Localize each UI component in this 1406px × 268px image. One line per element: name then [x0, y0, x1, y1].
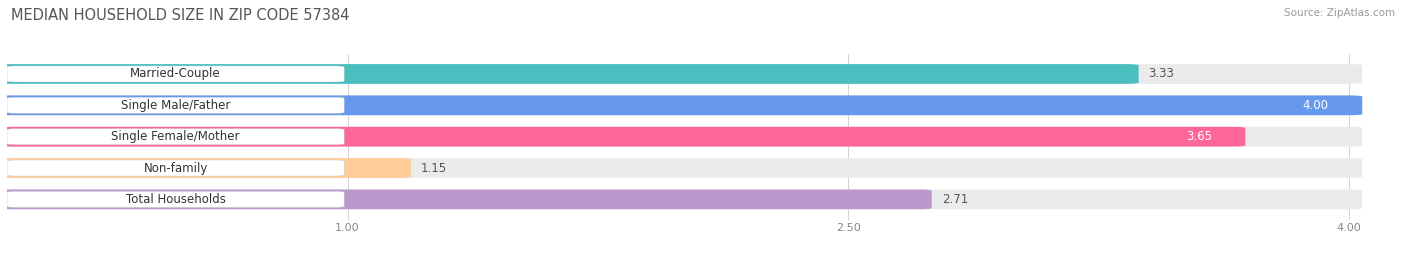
Text: 3.65: 3.65: [1187, 130, 1212, 143]
FancyBboxPatch shape: [0, 158, 1362, 178]
FancyBboxPatch shape: [0, 95, 1362, 115]
FancyBboxPatch shape: [7, 191, 344, 207]
FancyBboxPatch shape: [7, 97, 344, 113]
FancyBboxPatch shape: [7, 66, 344, 82]
FancyBboxPatch shape: [0, 64, 1139, 84]
FancyBboxPatch shape: [0, 158, 411, 178]
Text: Non-family: Non-family: [143, 162, 208, 174]
Text: 4.00: 4.00: [1303, 99, 1329, 112]
FancyBboxPatch shape: [0, 189, 932, 209]
FancyBboxPatch shape: [7, 129, 344, 145]
FancyBboxPatch shape: [7, 160, 344, 176]
Text: Single Male/Father: Single Male/Father: [121, 99, 231, 112]
Text: Married-Couple: Married-Couple: [131, 68, 221, 80]
Text: 2.71: 2.71: [942, 193, 967, 206]
FancyBboxPatch shape: [0, 95, 1362, 115]
FancyBboxPatch shape: [0, 64, 1362, 84]
Text: Single Female/Mother: Single Female/Mother: [111, 130, 240, 143]
FancyBboxPatch shape: [0, 189, 1362, 209]
Text: 3.33: 3.33: [1149, 68, 1174, 80]
FancyBboxPatch shape: [0, 127, 1246, 147]
Text: Source: ZipAtlas.com: Source: ZipAtlas.com: [1284, 8, 1395, 18]
Text: MEDIAN HOUSEHOLD SIZE IN ZIP CODE 57384: MEDIAN HOUSEHOLD SIZE IN ZIP CODE 57384: [11, 8, 350, 23]
Text: 1.15: 1.15: [420, 162, 447, 174]
Text: Total Households: Total Households: [125, 193, 225, 206]
FancyBboxPatch shape: [0, 127, 1362, 147]
